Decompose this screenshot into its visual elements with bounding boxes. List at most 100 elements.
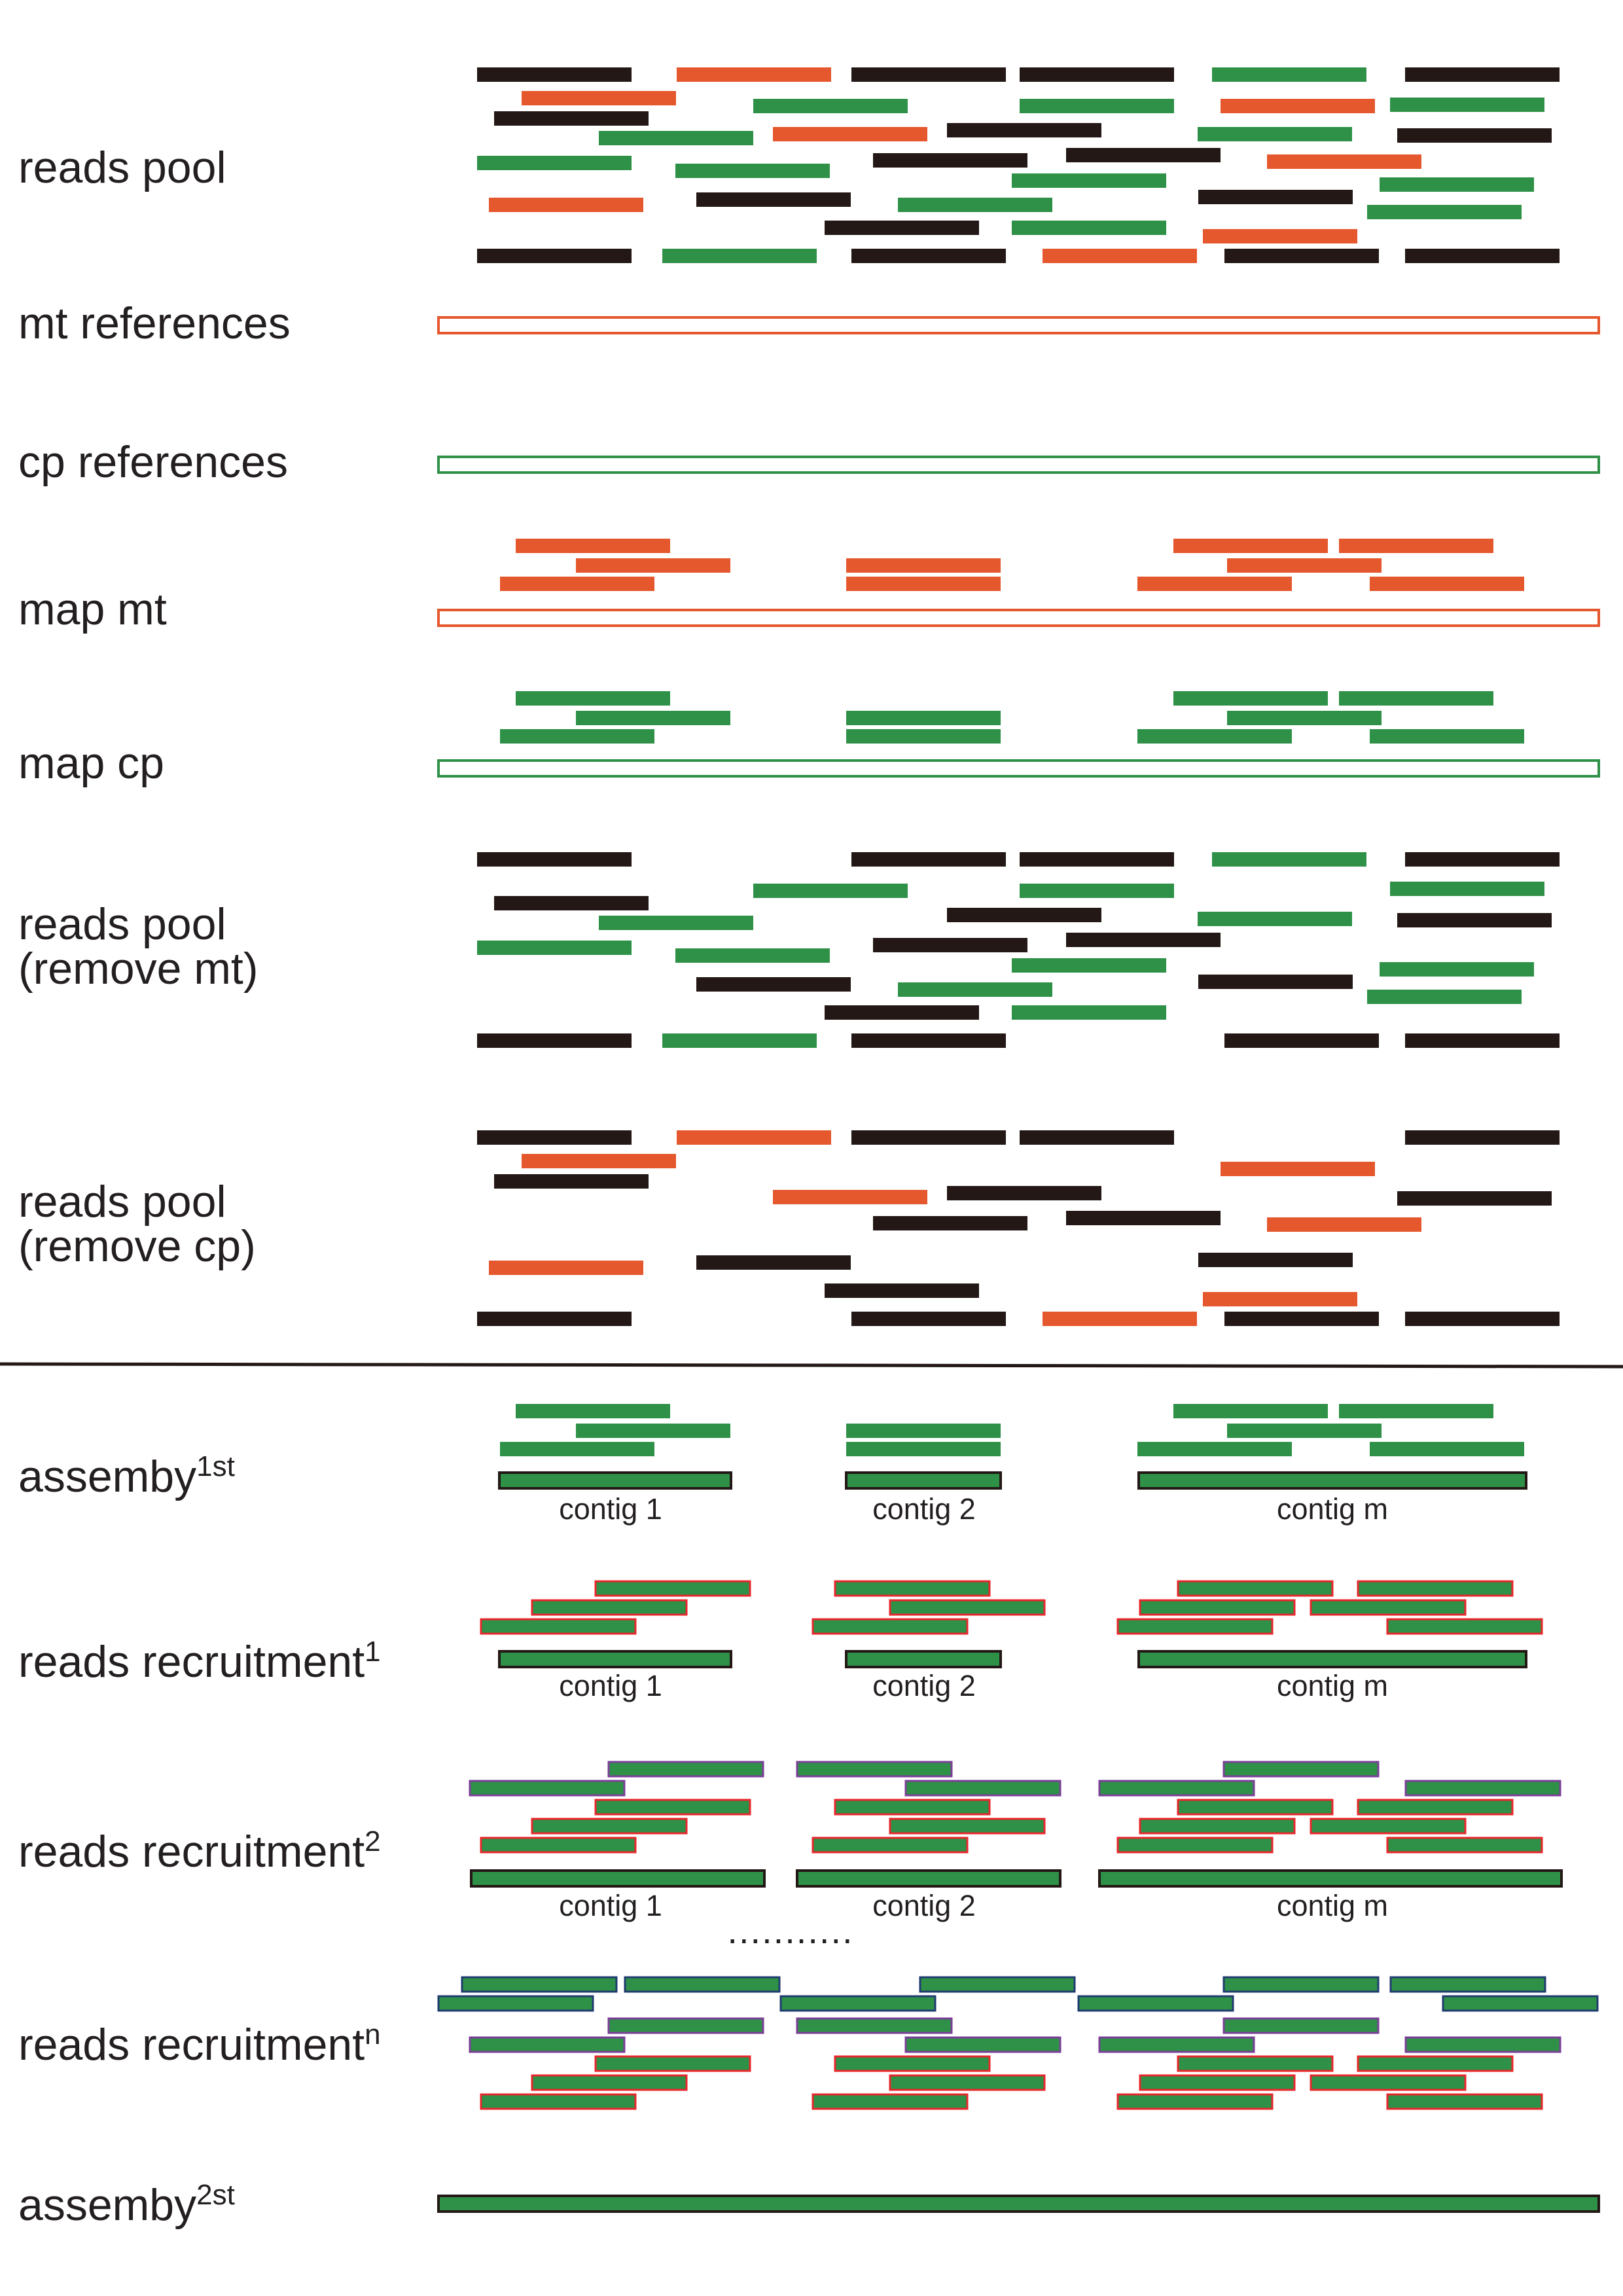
contig-2-label-assembly: contig 2: [872, 1492, 976, 1526]
pool-cp-read-21: [675, 164, 830, 178]
recruit1-read-2: [1177, 1580, 1334, 1597]
recruit1-read-7: [1310, 1599, 1467, 1616]
assembly-read-6: [1339, 1404, 1493, 1418]
recruitn-r1-read-8: [480, 2093, 637, 2110]
assembly-read-8: [1137, 1442, 1292, 1456]
pool-remove-mt-black-read-25: [477, 1033, 632, 1048]
pool-remove-cp-mt-read-13: [1267, 1217, 1421, 1232]
recruitn-read-4: [1389, 1976, 1546, 1993]
pool-remove-cp-black-read-19: [477, 1312, 632, 1326]
contig-2-label-recruit-2: contig 2: [872, 1889, 976, 1922]
pool-mt-read-31: [1203, 229, 1357, 243]
recruitn-r1-read-0: [594, 2055, 751, 2072]
recruitn-r1-read-6: [1139, 2074, 1296, 2091]
pool-remove-cp-mt-read-15: [489, 1261, 643, 1275]
pool-remove-mt-black-read-9: [947, 908, 1101, 922]
pool-mt-read-26: [489, 198, 643, 212]
pool-cp-read-27: [898, 198, 1052, 212]
label-recruitment-n-text: reads recruitment: [18, 2020, 365, 2070]
pool-remove-mt-cp-read-26: [662, 1033, 817, 1048]
label-recruitment-n: reads recruitmentn: [18, 2020, 381, 2070]
pool-remove-cp-black-read-11: [1066, 1211, 1221, 1225]
pool-cp-read-30: [1012, 221, 1166, 235]
contig-2-bar-assembly: [845, 1471, 1002, 1490]
contig-1-bar-recruit-2: [470, 1869, 766, 1888]
recruitn-r1-read-7: [1310, 2074, 1467, 2091]
recruitn-read-8: [1442, 1995, 1599, 2012]
pool-remove-cp-black-read-0: [477, 1130, 632, 1145]
mapped-mt-read-5: [1173, 539, 1328, 553]
recruit1-read-9: [812, 1618, 969, 1635]
final-assembly-bar: [437, 2195, 1600, 2213]
pool-black-read-37: [1405, 249, 1560, 263]
contig-2-bar-recruit-2: [796, 1869, 1061, 1888]
pool-black-read-34: [851, 249, 1006, 263]
recruitn-read-7: [1077, 1995, 1234, 2012]
pool-remove-cp-black-read-14: [696, 1255, 851, 1270]
recruitn-r2-read-0: [607, 2017, 764, 2034]
contig-m-label-recruit-1: contig m: [1276, 1669, 1389, 1702]
pool-black-read-24: [1198, 190, 1353, 204]
pool-remove-mt-black-read-8: [494, 896, 649, 910]
pool-remove-cp-black-read-12: [873, 1216, 1027, 1230]
label-recruitment-n-sup: n: [365, 2018, 381, 2051]
pool-mt-read-6: [522, 91, 676, 105]
mapped-mt-read-3: [846, 558, 1001, 573]
pool-remove-cp-mt-read-1: [677, 1130, 831, 1145]
pool-remove-mt-black-read-4: [1405, 852, 1560, 867]
pool-mt-read-35: [1043, 249, 1197, 263]
mapped-cp-read-2: [500, 729, 654, 744]
pool-cp-read-33: [662, 249, 817, 263]
mapped-mt-read-4: [846, 577, 1001, 591]
map-mt-reference-bar: [437, 609, 1600, 627]
label-assembly-2nd-sup: 2st: [196, 2178, 235, 2211]
recruitn-r2-read-6: [1404, 2036, 1561, 2053]
recruit2-read-5: [1098, 1780, 1255, 1797]
pool-black-read-12: [947, 123, 1101, 137]
pool-black-read-5: [1405, 67, 1560, 82]
mapped-cp-read-1: [576, 711, 730, 725]
pool-black-read-25: [696, 192, 851, 207]
recruitn-read-3: [1222, 1976, 1380, 1993]
assembly-read-5: [1173, 1404, 1328, 1418]
mapped-cp-read-8: [1137, 729, 1292, 744]
pool-remove-mt-cp-read-17: [1012, 958, 1166, 973]
ellipsis: ...........: [727, 1910, 854, 1951]
recruit2-prev-read-4: [531, 1818, 688, 1835]
contig-m-label-assembly: contig m: [1276, 1492, 1389, 1526]
recruitn-r1-read-4: [531, 2074, 688, 2091]
pool-mt-read-1: [677, 67, 831, 82]
pool-remove-cp-black-read-8: [947, 1186, 1101, 1200]
label-recruitment-2-text: reads recruitment: [18, 1827, 365, 1876]
recruitn-read-6: [779, 1995, 936, 2012]
contig-1-label-recruit-1: contig 1: [559, 1669, 662, 1702]
recruitn-read-1: [624, 1976, 781, 1993]
recruitn-r1-read-11: [1386, 2093, 1543, 2110]
mapped-cp-read-6: [1339, 691, 1493, 706]
recruitn-r2-read-4: [904, 2036, 1061, 2053]
recruit2-read-1: [796, 1761, 953, 1778]
assembly-read-7: [1227, 1424, 1382, 1438]
label-reads-pool: reads pool: [18, 143, 226, 192]
mapped-cp-read-3: [846, 711, 1001, 725]
pool-cp-read-28: [1367, 205, 1522, 219]
pool-remove-mt-cp-read-3: [1212, 852, 1366, 867]
recruit2-prev-read-2: [1177, 1799, 1334, 1816]
recruitn-r2-read-3: [469, 2036, 626, 2053]
recruit2-prev-read-0: [594, 1799, 751, 1816]
mapped-mt-read-8: [1137, 577, 1292, 591]
pool-black-read-36: [1224, 249, 1379, 263]
pool-remove-cp-mt-read-9: [773, 1190, 927, 1204]
pool-remove-cp-black-read-23: [1405, 1312, 1560, 1326]
recruit1-read-3: [1357, 1580, 1514, 1597]
recruit2-prev-read-10: [1116, 1837, 1274, 1854]
assembly-read-4: [846, 1442, 1001, 1456]
pool-black-read-3: [1020, 67, 1174, 82]
pool-remove-mt-cp-read-7: [1390, 882, 1544, 896]
pool-remove-mt-cp-read-6: [1020, 884, 1174, 898]
mapped-mt-read-7: [1227, 558, 1382, 573]
label-map-mt: map mt: [18, 584, 167, 634]
recruit1-read-10: [1116, 1618, 1274, 1635]
label-recruitment-2-sup: 2: [365, 1825, 381, 1857]
